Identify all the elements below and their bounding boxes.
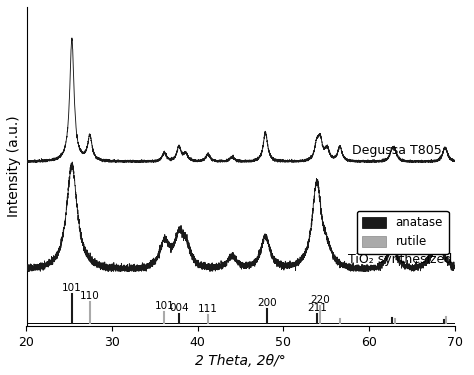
- Text: 004: 004: [169, 303, 189, 313]
- Text: 200: 200: [257, 298, 277, 308]
- Text: 101: 101: [62, 283, 82, 293]
- Text: 101: 101: [155, 300, 174, 310]
- Text: 211: 211: [307, 303, 327, 313]
- X-axis label: 2 Theta, 2θ/°: 2 Theta, 2θ/°: [195, 354, 286, 368]
- Y-axis label: Intensity (a.u.): Intensity (a.u.): [7, 116, 21, 217]
- Legend: anatase, rutile: anatase, rutile: [356, 210, 449, 254]
- Text: 111: 111: [198, 304, 218, 314]
- Text: 110: 110: [80, 291, 100, 301]
- Text: Degussa T805: Degussa T805: [352, 144, 442, 157]
- Text: TiO₂ synthesized: TiO₂ synthesized: [347, 253, 452, 266]
- Text: 220: 220: [310, 295, 330, 305]
